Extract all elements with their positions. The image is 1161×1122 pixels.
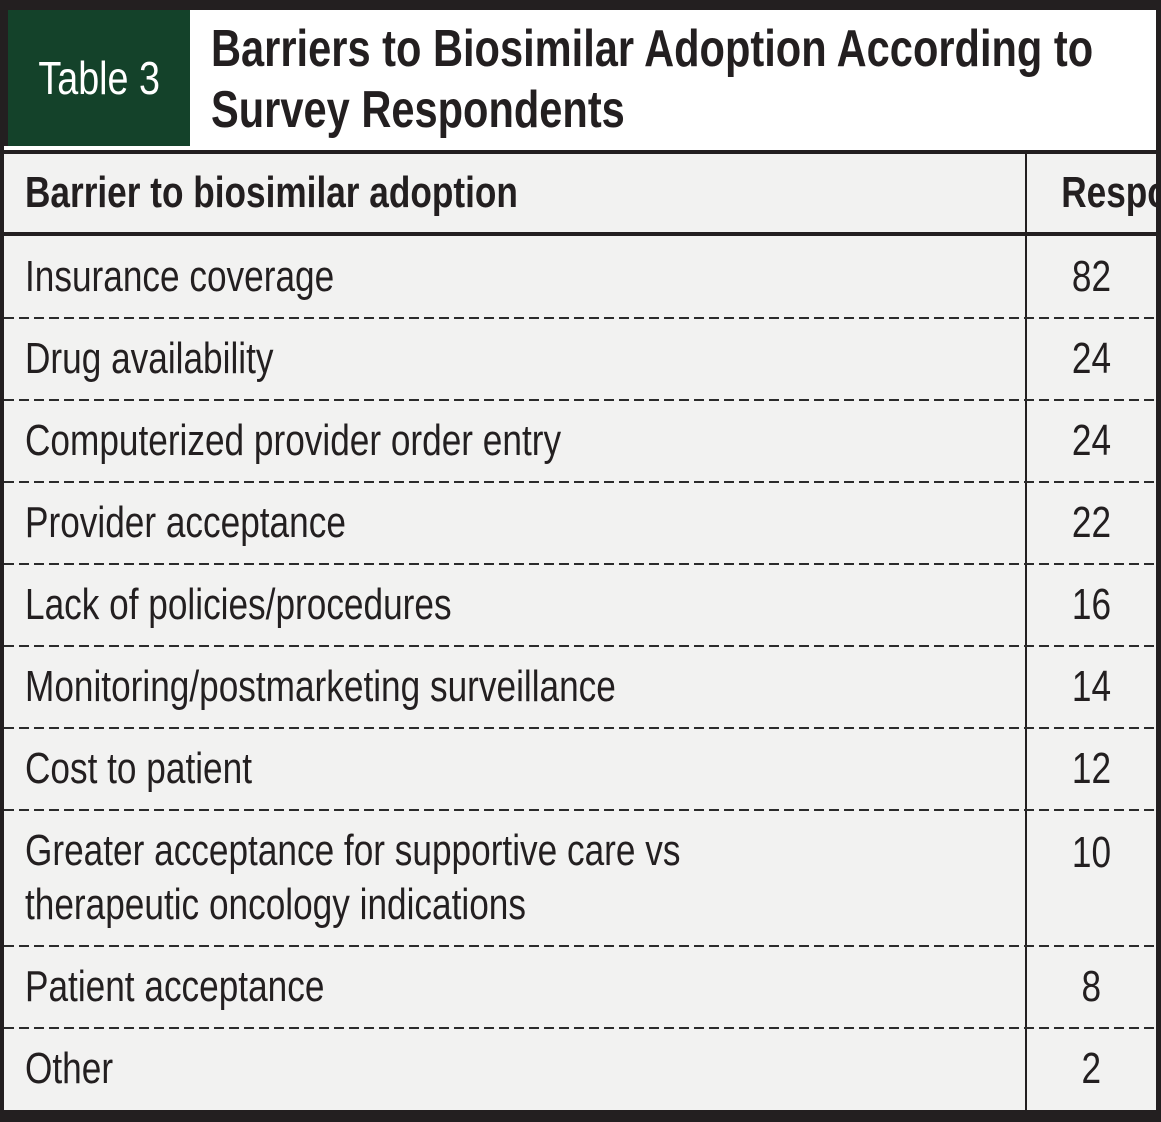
respondents-value: 82 xyxy=(1071,252,1112,301)
respondents-value: 2 xyxy=(1081,1044,1102,1093)
barrier-cell: Cost to patient xyxy=(4,728,1027,810)
respondents-value: 14 xyxy=(1071,662,1112,711)
table-row: Drug availability 24 xyxy=(4,317,1156,400)
table-row: Computerized provider order entry 24 xyxy=(4,399,1156,482)
respondents-value: 8 xyxy=(1081,962,1102,1011)
barrier-cell: Other xyxy=(4,1028,1027,1110)
barrier-cell: Patient acceptance xyxy=(4,946,1027,1028)
column-header-respondents: Respondents, % xyxy=(1061,168,1156,217)
title-band: Table 3 Barriers to Biosimilar Adoption … xyxy=(4,10,1156,154)
respondents-cell: 12 xyxy=(1027,728,1156,810)
column-header-barrier: Barrier to biosimilar adoption xyxy=(25,168,518,217)
barrier-label: Patient acceptance xyxy=(25,962,325,1011)
table-row: Cost to patient 12 xyxy=(4,727,1156,810)
respondents-cell: 8 xyxy=(1027,946,1156,1028)
respondents-cell: 24 xyxy=(1027,400,1156,482)
respondents-cell: 24 xyxy=(1027,318,1156,400)
barrier-label: Greater acceptance for supportive care v… xyxy=(25,826,681,929)
barrier-label: Drug availability xyxy=(25,334,274,383)
respondents-cell: 22 xyxy=(1027,482,1156,564)
column-header-respondents-cell: Respondents, % xyxy=(1027,154,1156,232)
respondents-cell: 2 xyxy=(1027,1028,1156,1110)
table-header-row: Barrier to biosimilar adoption Responden… xyxy=(4,154,1156,236)
barrier-label: Other xyxy=(25,1044,114,1093)
respondents-value: 24 xyxy=(1071,334,1112,383)
table-row: Monitoring/postmarketing surveillance 14 xyxy=(4,645,1156,728)
barrier-cell: Greater acceptance for supportive care v… xyxy=(4,810,1027,946)
respondents-value: 10 xyxy=(1071,828,1112,877)
table-number-label: Table 3 xyxy=(38,52,160,104)
respondents-value: 16 xyxy=(1071,580,1112,629)
table-row: Patient acceptance 8 xyxy=(4,945,1156,1028)
barrier-label: Cost to patient xyxy=(25,744,252,793)
respondents-cell: 16 xyxy=(1027,564,1156,646)
barrier-cell: Drug availability xyxy=(4,318,1027,400)
column-header-barrier-cell: Barrier to biosimilar adoption xyxy=(4,154,1027,232)
table-title: Barriers to Biosimilar Adoption Accordin… xyxy=(190,10,1156,150)
barrier-cell: Provider acceptance xyxy=(4,482,1027,564)
barrier-cell: Computerized provider order entry xyxy=(4,400,1027,482)
table-row: Provider acceptance 22 xyxy=(4,481,1156,564)
table-row: Insurance coverage 82 xyxy=(4,236,1156,318)
table-row: Lack of policies/procedures 16 xyxy=(4,563,1156,646)
barrier-cell: Insurance coverage xyxy=(4,236,1027,318)
respondents-cell: 14 xyxy=(1027,646,1156,728)
barrier-cell: Lack of policies/procedures xyxy=(4,564,1027,646)
barrier-label: Monitoring/postmarketing surveillance xyxy=(25,662,616,711)
table-row: Other 2 xyxy=(4,1027,1156,1110)
barrier-label: Provider acceptance xyxy=(25,498,346,547)
table-title-line-1: Barriers to Biosimilar Adoption Accordin… xyxy=(211,20,1094,78)
barrier-cell: Monitoring/postmarketing surveillance xyxy=(4,646,1027,728)
table-number-badge: Table 3 xyxy=(4,10,190,146)
barrier-label: Computerized provider order entry xyxy=(25,416,562,465)
respondents-value: 24 xyxy=(1071,416,1112,465)
respondents-cell: 10 xyxy=(1027,810,1156,946)
respondents-value: 12 xyxy=(1071,744,1112,793)
table-title-line-2: Survey Respondents xyxy=(211,81,625,139)
table-body: Insurance coverage 82 Drug availability … xyxy=(4,236,1156,1110)
table-row: Greater acceptance for supportive care v… xyxy=(4,809,1156,946)
barrier-label: Lack of policies/procedures xyxy=(25,580,452,629)
respondents-cell: 82 xyxy=(1027,236,1156,318)
respondents-value: 22 xyxy=(1071,498,1112,547)
barrier-label: Insurance coverage xyxy=(25,252,335,301)
